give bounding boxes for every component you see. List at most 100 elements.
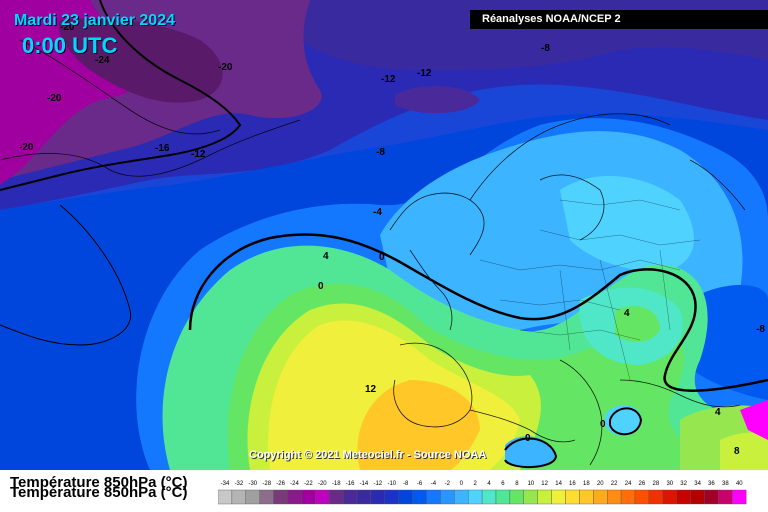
scale-label: 30 xyxy=(666,481,673,487)
contour-label: -20 xyxy=(47,93,62,104)
scale-swatch xyxy=(481,489,497,505)
scale-swatch xyxy=(273,489,288,505)
scale-swatch xyxy=(259,489,274,505)
scale-label: -8 xyxy=(403,481,409,487)
scale-swatch xyxy=(384,489,399,505)
contour-label: -16 xyxy=(155,143,170,154)
scale-swatch xyxy=(662,489,677,505)
contour-label: -12 xyxy=(191,149,206,160)
scale-label: -30 xyxy=(248,481,257,487)
scale-label: -28 xyxy=(262,481,271,487)
contour-label: -8 xyxy=(376,147,385,158)
field-cyan-blob-1 xyxy=(505,436,555,467)
scale-label: -32 xyxy=(235,481,244,487)
scale-label: 24 xyxy=(625,481,632,487)
contour-label: -4 xyxy=(373,207,382,218)
scale-label: 22 xyxy=(611,481,618,487)
contour-label: -12 xyxy=(417,68,432,79)
scale-label: 10 xyxy=(527,481,534,487)
scale-label: -14 xyxy=(360,481,369,487)
contour-label: -8 xyxy=(541,43,550,54)
contour-label: 0 xyxy=(600,419,606,430)
scale-label: 8 xyxy=(515,481,519,487)
scale-label: -4 xyxy=(431,481,437,487)
scale-swatch xyxy=(704,489,719,505)
isotherm-south-zero xyxy=(504,437,558,469)
scale-swatch xyxy=(231,489,246,505)
scale-swatch xyxy=(370,489,385,505)
contour-label: 0 xyxy=(525,433,531,444)
scale-swatch xyxy=(495,489,511,505)
scale-label: 38 xyxy=(722,481,729,487)
scale-swatch xyxy=(676,489,691,505)
scale-swatch xyxy=(579,489,594,505)
scale-swatch xyxy=(634,489,650,505)
scale-label: 4 xyxy=(487,481,491,487)
field-lightcyan xyxy=(560,176,694,271)
copyright-notice: Copyright © 2021 Meteociel.fr - Source N… xyxy=(249,449,487,461)
isotherm-west xyxy=(0,204,132,346)
scale-label: 0 xyxy=(460,481,464,487)
scale-label: -26 xyxy=(276,481,285,487)
scale-swatch xyxy=(620,489,636,505)
variable-title: Température 850hPa (°C) xyxy=(10,474,188,491)
field-green-inner xyxy=(615,306,660,342)
contour-label: -20 xyxy=(60,22,75,33)
scale-swatch xyxy=(245,489,260,505)
scale-label: 16 xyxy=(569,481,576,487)
scale-swatch xyxy=(412,489,427,505)
scale-label: 34 xyxy=(694,481,701,487)
scale-label: -22 xyxy=(304,481,313,487)
scale-label: -20 xyxy=(318,481,327,487)
scale-swatch xyxy=(440,489,455,505)
map-time: 0:00 UTC xyxy=(22,33,118,58)
contour-label: 0 xyxy=(379,252,385,263)
scale-label: 32 xyxy=(680,481,687,487)
scale-swatch xyxy=(454,489,469,505)
scale-label: -18 xyxy=(332,481,341,487)
scale-label: -16 xyxy=(346,481,355,487)
scale-label: 26 xyxy=(639,481,646,487)
scale-label: -10 xyxy=(387,481,396,487)
scale-swatch xyxy=(356,489,372,505)
isotherm-zero xyxy=(188,233,768,392)
isotherm-minus-20 xyxy=(0,0,242,191)
scale-label: 40 xyxy=(736,481,743,487)
scale-label: -34 xyxy=(221,481,230,487)
isotherms xyxy=(0,0,768,469)
scale-label: 6 xyxy=(501,481,505,487)
scale-swatch xyxy=(537,489,552,505)
scale-swatch xyxy=(287,489,302,505)
contour-labels: -20 -24 -20 -20 -20 -16 -12 -12 -12 -8 -… xyxy=(19,22,765,457)
scale-swatch xyxy=(523,489,538,505)
contour-label: 0 xyxy=(318,281,324,292)
contour-label: -8 xyxy=(756,324,765,335)
contour-label: 12 xyxy=(365,384,377,395)
scale-swatch xyxy=(607,489,622,505)
scale-swatch xyxy=(732,489,747,505)
coastlines xyxy=(0,39,746,466)
isotherm-inner-zero xyxy=(609,407,643,436)
scale-swatch xyxy=(342,489,358,505)
map-date: Mardi 23 janvier 2024 xyxy=(14,12,175,29)
scale-label: -12 xyxy=(373,481,382,487)
scale-swatch xyxy=(218,489,233,505)
scale-label: 2 xyxy=(474,481,478,487)
variable-title-shadow: Température 850hPa (°C) xyxy=(10,484,188,501)
contour-label: -24 xyxy=(95,55,110,66)
color-scale: -34 -32 -30 -28 -26 -24 -22 -20 -18 -16 -14 -12 -10-… xyxy=(218,481,747,505)
borders xyxy=(479,199,701,381)
scale-swatch xyxy=(551,489,566,505)
field-se-yellow xyxy=(720,432,768,470)
scale-swatch xyxy=(690,489,705,505)
scale-label: -2 xyxy=(445,481,451,487)
scale-label: 36 xyxy=(708,481,715,487)
scale-swatch xyxy=(648,489,663,505)
scale-label: -6 xyxy=(417,481,423,487)
scale-swatch xyxy=(565,489,580,505)
scale-label: 28 xyxy=(653,481,660,487)
contour-label: -12 xyxy=(381,74,396,85)
scale-swatch xyxy=(398,489,413,505)
contour-label: -20 xyxy=(218,62,233,73)
scale-label: -24 xyxy=(290,481,299,487)
